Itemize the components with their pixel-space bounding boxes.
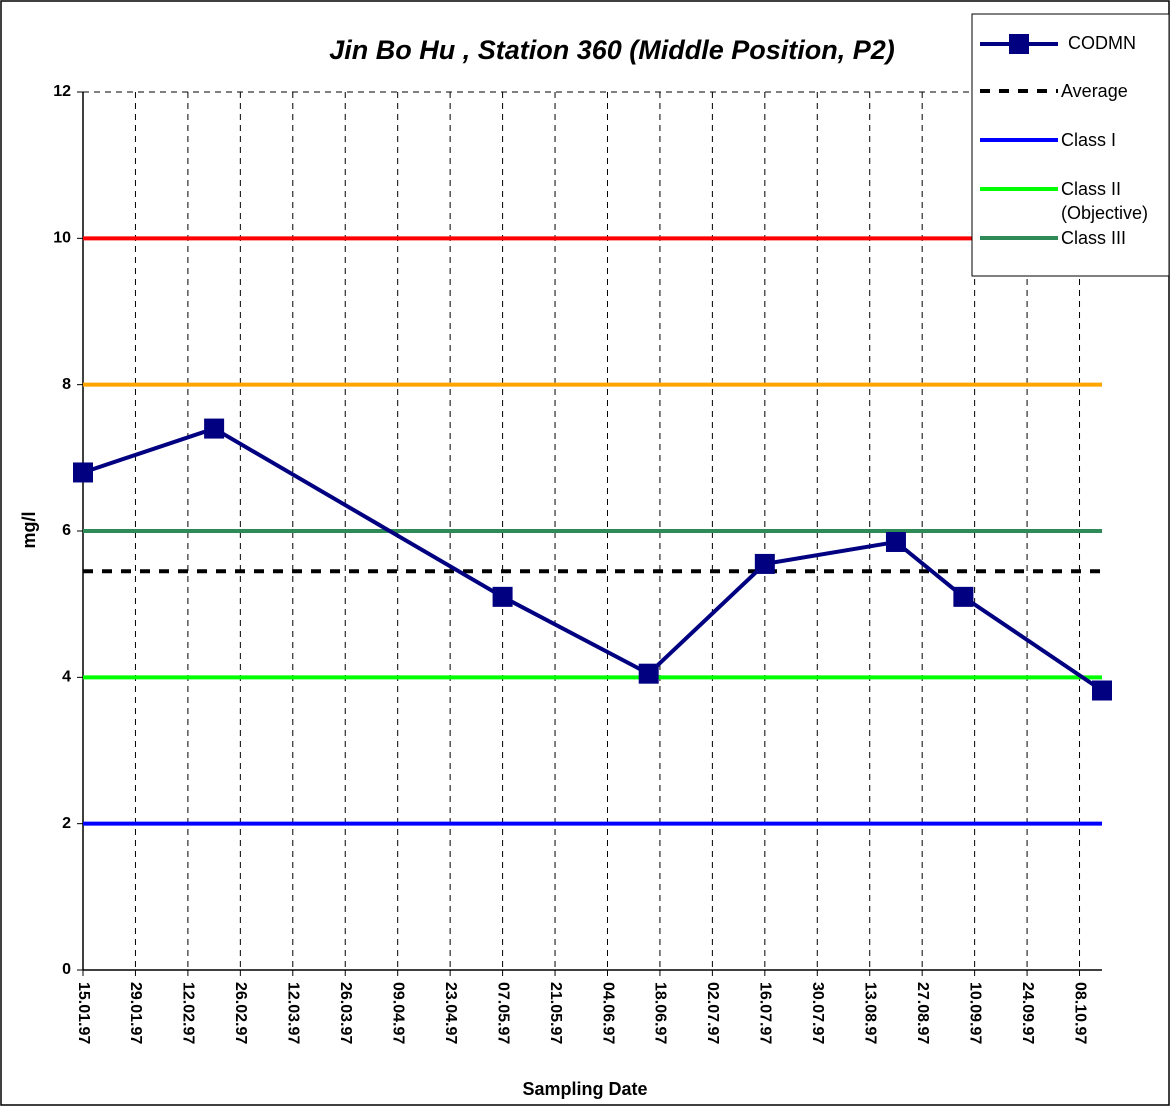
data-line xyxy=(82,426,1104,693)
data-point xyxy=(754,553,775,574)
x-tick-label: 18.06.97 xyxy=(652,982,669,1044)
data-point xyxy=(1092,680,1112,701)
y-tick-label: 10 xyxy=(53,230,71,247)
x-tick-label: 23.04.97 xyxy=(442,982,459,1044)
data-point xyxy=(638,663,659,684)
y-tick-label: 4 xyxy=(62,669,71,686)
x-tick-label: 08.10.97 xyxy=(1071,982,1088,1044)
y-axis-label: mg/l xyxy=(19,511,39,548)
chart-title: Jin Bo Hu , Station 360 (Middle Position… xyxy=(329,35,895,65)
legend-text: Class II (Objective) xyxy=(1061,179,1149,223)
data-point xyxy=(492,586,513,607)
legend-label: Class II (Objective) xyxy=(1061,179,1149,223)
x-tick-label: 07.05.97 xyxy=(494,982,511,1044)
data-point xyxy=(953,586,974,607)
x-tick-label: 24.09.97 xyxy=(1019,982,1036,1044)
legend-text: Average xyxy=(1061,81,1128,101)
y-tick-label: 8 xyxy=(62,376,71,393)
legend-marker xyxy=(1009,34,1029,54)
x-tick-label: 12.02.97 xyxy=(180,982,197,1044)
y-tick-label: 12 xyxy=(53,83,71,100)
legend-label: CODMN xyxy=(1068,33,1136,53)
data-point xyxy=(204,418,225,439)
x-axis-label: Sampling Date xyxy=(522,1079,647,1099)
x-tick-label: 02.07.97 xyxy=(704,982,721,1044)
legend-text: Class I xyxy=(1061,130,1117,150)
x-tick-label: 26.02.97 xyxy=(232,982,249,1044)
legend-label: Class I xyxy=(1061,130,1117,150)
x-tick-label: 04.06.97 xyxy=(599,982,616,1044)
x-tick-label: 16.07.97 xyxy=(757,982,774,1044)
x-tick-label: 09.04.97 xyxy=(389,982,406,1044)
x-tick-label: 13.08.97 xyxy=(861,982,878,1044)
y-tick-label: 2 xyxy=(62,815,71,832)
x-tick-label: 15.01.97 xyxy=(75,982,92,1044)
x-tick-label: 27.08.97 xyxy=(914,982,931,1044)
x-tick-label: 30.07.97 xyxy=(809,982,826,1044)
legend-label: Average xyxy=(1061,81,1128,101)
x-tick-label: 29.01.97 xyxy=(127,982,144,1044)
data-point xyxy=(73,462,93,483)
data-point xyxy=(885,531,906,552)
y-tick-label: 0 xyxy=(62,961,71,978)
x-tick-label: 10.09.97 xyxy=(966,982,983,1044)
legend-label: Class III xyxy=(1061,228,1127,248)
x-tick-label: 12.03.97 xyxy=(285,982,302,1044)
x-tick-label: 21.05.97 xyxy=(547,982,564,1044)
x-tick-label: 26.03.97 xyxy=(337,982,354,1044)
legend-box xyxy=(971,13,1170,277)
legend-text: Class III xyxy=(1061,228,1127,248)
y-tick-label: 6 xyxy=(62,522,71,539)
